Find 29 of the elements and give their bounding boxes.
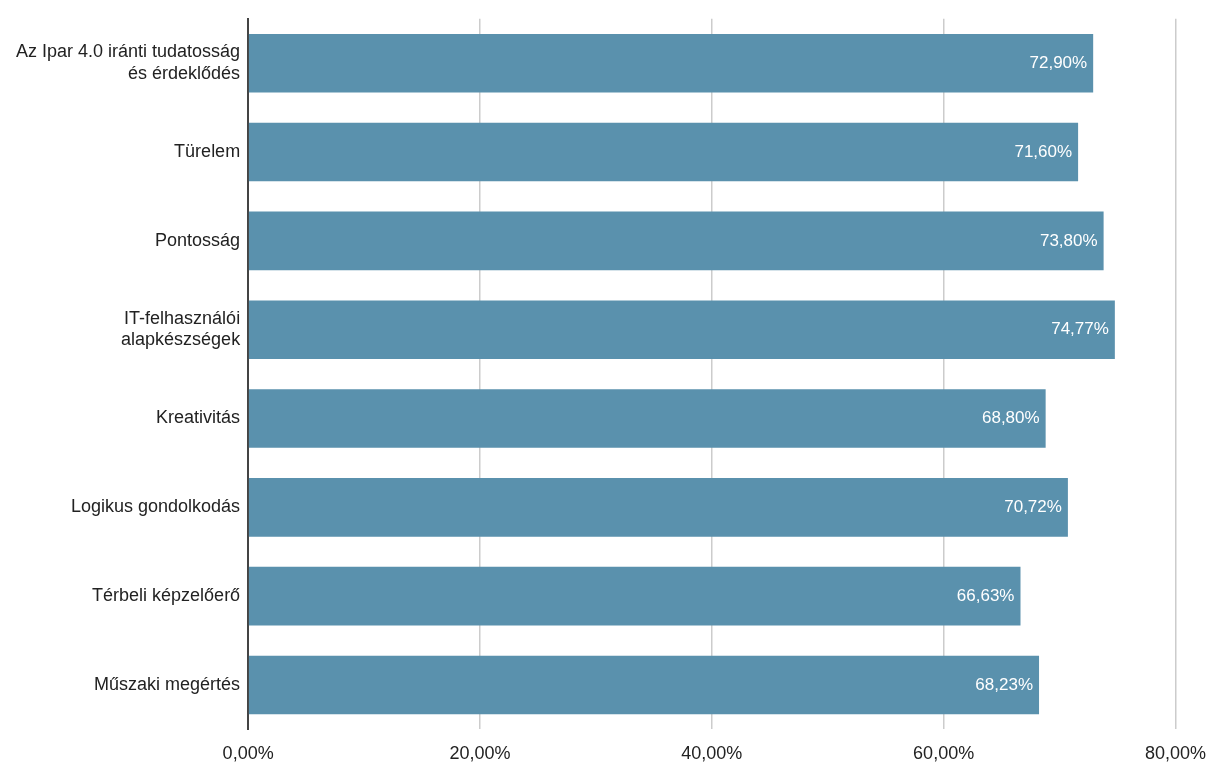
y-tick-label: Türelem [174, 141, 241, 162]
data-label: 68,23% [975, 674, 1034, 694]
bar [248, 300, 1115, 359]
y-tick-label: IT-felhasználói alapkészségek [121, 307, 242, 350]
bar [248, 566, 1021, 626]
x-tick-label: 0,00% [222, 743, 274, 764]
data-label: 71,60% [1014, 141, 1073, 161]
data-label: 66,63% [956, 585, 1015, 605]
x-tick-label: 40,00% [681, 743, 743, 764]
bar [248, 33, 1094, 93]
y-tick-label: Pontosság [155, 229, 241, 250]
x-tick-label: 80,00% [1144, 743, 1207, 764]
bar [248, 389, 1046, 448]
data-label: 70,72% [1004, 497, 1062, 517]
data-label: 74,77% [1051, 319, 1109, 339]
y-tick-label: Az Ipar 4.0 iránti tudatosság és érdeklődés [15, 41, 241, 83]
y-tick-label: Térbeli képzelőerő [92, 585, 241, 606]
data-label: 68,80% [981, 408, 1040, 428]
bar [248, 655, 1040, 715]
bar [248, 478, 1068, 537]
data-label: 73,80% [1039, 230, 1098, 250]
data-label: 72,90% [1029, 52, 1088, 72]
bar [248, 122, 1079, 182]
y-tick-label: Kreativitás [156, 407, 241, 428]
y-tick-label: Műszaki megértés [94, 673, 241, 694]
x-tick-label: 20,00% [449, 743, 511, 764]
x-tick-label: 60,00% [913, 743, 975, 764]
bar [248, 211, 1104, 271]
y-tick-label: Logikus gondolkodás [70, 496, 241, 517]
